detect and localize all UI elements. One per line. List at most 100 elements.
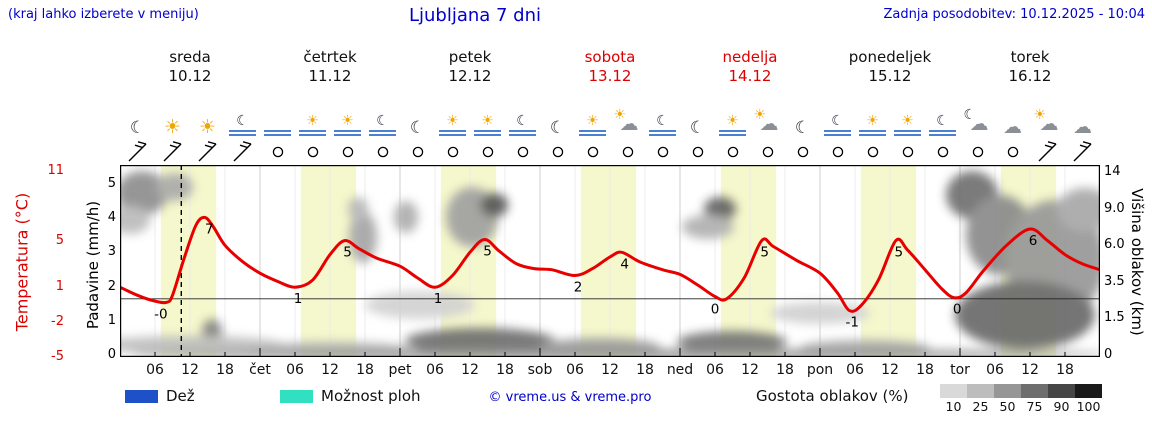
weather-icon-slot: ☀ ☁ — [1030, 90, 1065, 136]
sun-behind-cloud-icon: ☀ ☁ — [753, 107, 779, 135]
moon-icon: ☾ — [689, 118, 706, 138]
cloud-icon: ☁ — [1003, 116, 1022, 138]
cloud-height-tick-label: 6.0 — [1104, 237, 1125, 253]
calm-wind-icon — [645, 141, 680, 163]
calm-wind-icon — [890, 141, 925, 163]
weather-icon-slot: ☾ — [645, 90, 680, 136]
cloud-height-tick-label: 9.0 — [1104, 200, 1125, 216]
weather-icon-slot: ☀ — [330, 90, 365, 136]
page-title: Ljubljana 7 dni — [408, 5, 542, 26]
wind-barb-icon — [190, 141, 225, 163]
density-tick-label: 10 — [945, 399, 962, 414]
fog-icon — [894, 130, 921, 136]
weather-icon-slot: ☀ — [155, 90, 190, 137]
temp-tick-label: -5 — [51, 349, 64, 364]
day-header: petek 12.12 — [400, 48, 540, 86]
density-tick-label: 50 — [999, 399, 1016, 414]
calm-wind-icon — [820, 141, 855, 163]
day-header: četrtek 11.12 — [260, 48, 400, 86]
fog-icon — [264, 130, 291, 136]
weather-icon-slot: ☾ — [925, 90, 960, 136]
day-date: 13.12 — [588, 67, 632, 85]
weather-icon-slot: ☀ ☁ — [750, 90, 785, 136]
fog-icon — [474, 130, 501, 136]
calm-wind-icon — [995, 141, 1030, 163]
sun-icon: ☀ — [198, 116, 217, 138]
precip-tick-label: 4 — [107, 210, 116, 226]
x-axis-label: pon — [806, 362, 834, 378]
rain-legend-swatch — [125, 390, 158, 403]
sun-icon: ☀ — [341, 113, 354, 129]
density-gradient-block — [1048, 384, 1075, 398]
precip-tick-label: 0 — [107, 347, 116, 362]
calm-wind-icon — [715, 141, 750, 163]
density-gradient-block — [994, 384, 1021, 398]
x-axis-label: 18 — [916, 362, 934, 378]
weather-icon-slot: ☀ — [470, 90, 505, 136]
weather-icon-slot: ☾ — [680, 90, 715, 138]
svg-text:-1: -1 — [845, 315, 858, 331]
x-axis-label: 18 — [776, 362, 794, 378]
fog-icon — [334, 130, 361, 136]
x-axis-label: tor — [950, 362, 970, 378]
day-date: 15.12 — [868, 67, 912, 85]
sun-icon: ☀ — [726, 113, 739, 129]
moon-icon: ☾ — [236, 113, 249, 129]
svg-text:1: 1 — [294, 291, 303, 307]
x-axis-label: 12 — [601, 362, 619, 378]
wind-barb-icon — [155, 141, 190, 163]
day-name: torek — [1010, 48, 1050, 66]
x-axis-label: 18 — [356, 362, 374, 378]
calm-wind-icon — [750, 141, 785, 163]
menu-hint: (kraj lahko izberete v meniju) — [8, 7, 199, 22]
last-update-text: Zadnja posodobitev: 10.12.2025 - 10:04 — [883, 7, 1145, 22]
x-axis-label: 18 — [216, 362, 234, 378]
density-tick-label: 100 — [1076, 399, 1101, 414]
weather-icon-slot: ☾ — [540, 90, 575, 137]
calm-wind-icon — [540, 141, 575, 163]
day-header: sreda 10.12 — [120, 48, 260, 86]
moon-icon: ☾ — [936, 113, 949, 129]
fog-icon — [439, 130, 466, 136]
wind-barb-icon — [225, 141, 260, 163]
weather-icon-slot: ☾ — [365, 90, 400, 136]
x-axis-label: 12 — [1021, 362, 1039, 378]
day-headers: sreda 10.12 četrtek 11.12 petek 12.12 sobot… — [120, 48, 1100, 86]
svg-text:5: 5 — [895, 245, 904, 261]
weather-icon-slot: ☾ — [505, 90, 540, 136]
svg-text:5: 5 — [483, 244, 492, 260]
fog-icon — [509, 130, 536, 136]
x-axis-label: 12 — [881, 362, 899, 378]
precip-tick-label: 1 — [107, 312, 116, 328]
calm-wind-icon — [470, 141, 505, 163]
weather-icon-slot: ☀ — [435, 90, 470, 136]
x-axis-label: 06 — [146, 362, 164, 378]
day-date: 12.12 — [448, 67, 492, 85]
day-header: sobota 13.12 — [540, 48, 680, 86]
svg-text:5: 5 — [760, 245, 769, 261]
cloud-density-tick-labels: 10 25 50 75 90 100 — [940, 399, 1102, 414]
x-axis-label: čet — [249, 362, 271, 378]
x-axis-label: 06 — [706, 362, 724, 378]
weather-icon-slot: ☾ — [225, 90, 260, 136]
sun-icon: ☀ — [306, 113, 319, 129]
density-gradient-block — [940, 384, 967, 398]
weather-icon-slot: ☀ — [715, 90, 750, 136]
day-name: četrtek — [303, 48, 357, 66]
day-name: ponedeljek — [848, 48, 932, 66]
x-axis-label: 12 — [321, 362, 339, 378]
temp-tick-label: 1 — [55, 279, 64, 295]
x-axis-label: 06 — [286, 362, 304, 378]
calm-wind-icon — [295, 141, 330, 163]
calm-wind-icon — [330, 141, 365, 163]
x-axis-label: 06 — [566, 362, 584, 378]
credit-link[interactable]: © vreme.us & vreme.pro — [488, 390, 652, 405]
fog-icon — [929, 130, 956, 136]
x-axis-label: 06 — [846, 362, 864, 378]
day-date: 10.12 — [168, 67, 212, 85]
temperature-axis-label: Temperatura (°C) — [12, 192, 32, 332]
cloud-density-gradient — [940, 384, 1102, 398]
weather-icon-slot: ☀ — [190, 90, 225, 138]
calm-wind-icon — [785, 141, 820, 163]
